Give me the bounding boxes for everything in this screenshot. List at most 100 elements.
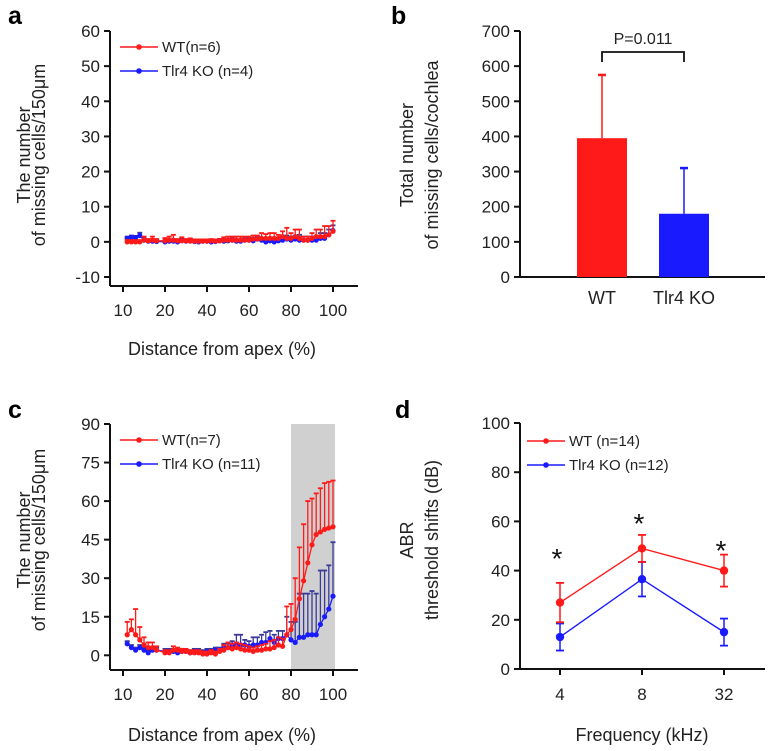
significance-star: * [552,543,563,574]
legend-item-wt: WT(n=7) [120,432,221,449]
data-point [217,648,223,655]
significance-star: * [716,535,727,566]
data-point [187,650,193,656]
x-tick-label: 8 [637,685,646,704]
y-tick-label: 200 [482,198,510,217]
y-axis-title-line2: of missing cells/150μm [29,449,49,631]
significance-star: * [634,508,645,539]
data-point [301,237,307,243]
data-point [137,637,143,643]
y-tick-label: 100 [482,414,510,433]
x-tick-label: 100 [319,301,347,320]
legend-marker [136,68,142,74]
y-tick-label: 75 [81,454,100,473]
x-tick-label: 20 [156,685,175,704]
y-axis-title-line1: ABR [397,521,417,558]
data-point [229,237,235,243]
series-wt [555,534,729,624]
legend-label: WT(n=6) [162,39,221,56]
series-wt [124,479,336,657]
y-tick-label: 400 [482,127,510,146]
data-point [154,647,160,653]
legend-marker [136,461,142,467]
data-point [280,643,286,649]
legend-item-wt: WT(n=6) [120,39,221,56]
data-point [133,632,139,638]
y-tick-label: 40 [81,92,100,111]
y-tick-label: 700 [482,22,510,41]
data-point [225,644,231,651]
data-point [128,234,134,240]
data-point [637,575,647,584]
data-point [309,235,315,241]
y-tick-label: -10 [75,268,100,287]
data-point [217,238,223,244]
legend-label: Tlr4 KO (n=11) [162,456,261,473]
x-tick-label: 10 [114,685,133,704]
legend-label: Tlr4 KO (n=4) [162,63,253,80]
data-point [330,228,336,234]
data-point [179,238,185,244]
x-tick-label: 60 [240,301,259,320]
data-point [221,647,227,653]
data-point [288,627,294,633]
data-point [204,238,210,244]
series-ko [555,561,729,652]
y-tick-label: 20 [81,163,100,182]
panel-label-d: d [395,396,410,424]
y-tick-label: 600 [482,57,510,76]
x-tick-label: Tlr4 KO [653,288,715,308]
data-point [238,646,244,652]
data-point [301,578,307,584]
data-point [246,237,252,243]
data-point [322,233,328,240]
p-value-annotation: P=0.011 [614,31,673,48]
panel-b: 0 100 200 300 400 500 600 700 Total number of mis… [397,22,765,308]
data-point [313,233,319,240]
x-tick-label: WT [588,288,616,308]
x-tick-label: 80 [282,685,301,704]
legend-marker [543,438,549,444]
significance-bracket [601,51,685,62]
x-tick-label: 10 [114,301,133,320]
data-point [149,237,155,243]
data-point [254,647,260,653]
data-point [317,233,323,240]
data-point [259,647,265,653]
data-point [242,647,248,653]
data-point [200,238,206,244]
data-point [330,524,336,530]
data-point [292,639,298,646]
data-point [170,237,176,243]
panel-d: 0 20 40 60 80 100 4 8 32 Frequency (kHz) ABR thresh… [397,414,765,745]
x-axis-title: Distance from apex (%) [128,339,316,359]
data-point [326,232,332,238]
legend-item-ko: Tlr4 KO (n=11) [120,456,261,473]
data-point [284,632,290,638]
data-point [166,237,172,243]
y-axis-title-line2: threshold shifts (dB) [422,460,442,620]
y-tick-label: 100 [482,233,510,252]
data-point [133,235,139,241]
y-axis-title-line2: of missing cells/cochlea [422,59,442,249]
data-point [212,651,218,657]
data-point [191,238,197,244]
y-tick-label: 20 [491,611,510,630]
data-point [317,621,323,628]
data-point [175,647,181,653]
y-tick-label: 0 [91,646,100,665]
x-tick-label: 100 [319,685,347,704]
legend-label: Tlr4 KO (n=12) [569,457,669,474]
data-point [141,647,147,653]
data-point [242,237,248,243]
data-point [183,648,189,655]
data-point [175,238,181,244]
data-point [296,235,302,241]
data-point [128,239,134,245]
data-point [267,635,273,642]
x-axis-title: Distance from apex (%) [128,725,316,745]
data-point [326,606,332,612]
data-point [233,644,239,651]
data-point [254,236,260,242]
